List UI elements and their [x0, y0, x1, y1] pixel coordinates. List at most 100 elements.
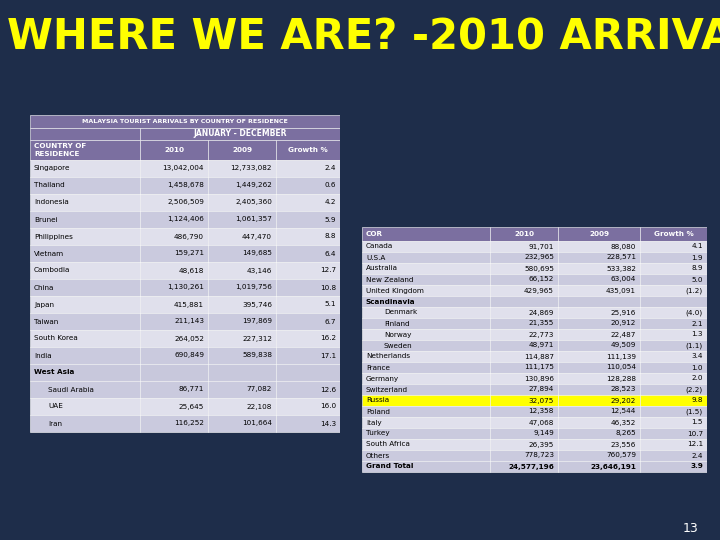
Text: Switzerland: Switzerland — [366, 387, 408, 393]
Text: Denmark: Denmark — [384, 309, 418, 315]
Text: 12,358: 12,358 — [528, 408, 554, 415]
Bar — [640, 439, 707, 450]
Bar — [362, 351, 490, 362]
Text: COR: COR — [366, 231, 383, 237]
Bar — [640, 351, 707, 362]
Text: Saudi Arabia: Saudi Arabia — [48, 387, 94, 393]
Bar — [490, 296, 558, 307]
Text: COUNTRY OF: COUNTRY OF — [34, 143, 86, 149]
Text: 21,355: 21,355 — [528, 321, 554, 327]
Text: 589,838: 589,838 — [242, 353, 272, 359]
Bar — [558, 439, 640, 450]
Text: 29,202: 29,202 — [611, 397, 636, 403]
Bar — [30, 194, 140, 211]
Bar — [362, 384, 490, 395]
Bar — [208, 194, 276, 211]
Text: 114,887: 114,887 — [524, 354, 554, 360]
Bar — [362, 285, 490, 296]
Bar — [140, 381, 208, 398]
Text: Russia: Russia — [366, 397, 389, 403]
Bar — [490, 340, 558, 351]
Text: 46,352: 46,352 — [611, 420, 636, 426]
Bar — [490, 395, 558, 406]
Text: Canada: Canada — [366, 244, 393, 249]
Text: 16.0: 16.0 — [320, 403, 336, 409]
Bar — [362, 406, 490, 417]
Bar — [140, 347, 208, 364]
Text: 24,577,196: 24,577,196 — [508, 463, 554, 469]
Text: 2.4: 2.4 — [325, 165, 336, 172]
Text: 25,645: 25,645 — [179, 403, 204, 409]
Text: 1,019,756: 1,019,756 — [235, 285, 272, 291]
Text: 1,130,261: 1,130,261 — [167, 285, 204, 291]
Text: 3.4: 3.4 — [691, 354, 703, 360]
Bar — [640, 450, 707, 461]
Text: Turkey: Turkey — [366, 430, 390, 436]
Bar — [362, 373, 490, 384]
Text: Finland: Finland — [384, 321, 410, 327]
Text: Philippines: Philippines — [34, 233, 73, 240]
Text: 228,571: 228,571 — [606, 254, 636, 260]
Text: 9.8: 9.8 — [691, 397, 703, 403]
Text: 13,042,004: 13,042,004 — [163, 165, 204, 172]
Text: 2,405,360: 2,405,360 — [235, 199, 272, 206]
Bar — [362, 227, 490, 241]
Text: 14.3: 14.3 — [320, 421, 336, 427]
Text: 12.7: 12.7 — [320, 267, 336, 273]
Bar — [640, 373, 707, 384]
Text: 111,139: 111,139 — [606, 354, 636, 360]
Bar — [558, 373, 640, 384]
Bar — [362, 241, 490, 252]
Text: 9,149: 9,149 — [534, 430, 554, 436]
Bar — [362, 461, 490, 472]
Bar — [640, 340, 707, 351]
Bar — [640, 417, 707, 428]
Text: United Kingdom: United Kingdom — [366, 287, 424, 294]
Text: 1.9: 1.9 — [691, 254, 703, 260]
Text: 8.8: 8.8 — [325, 233, 336, 240]
Bar — [490, 428, 558, 439]
Bar — [640, 307, 707, 318]
Text: France: France — [366, 364, 390, 370]
Text: 8,265: 8,265 — [616, 430, 636, 436]
Text: Vietnam: Vietnam — [34, 251, 64, 256]
Text: 10.7: 10.7 — [687, 430, 703, 436]
Text: 447,470: 447,470 — [242, 233, 272, 240]
Bar — [490, 241, 558, 252]
Text: 227,312: 227,312 — [242, 335, 272, 341]
Text: 0.6: 0.6 — [325, 183, 336, 188]
Text: 232,965: 232,965 — [524, 254, 554, 260]
Bar — [490, 351, 558, 362]
Bar — [30, 415, 140, 432]
Bar — [558, 263, 640, 274]
Bar — [362, 318, 490, 329]
Bar — [640, 428, 707, 439]
Bar — [140, 128, 340, 140]
Bar — [140, 140, 208, 160]
Text: 5.9: 5.9 — [325, 217, 336, 222]
Text: South Korea: South Korea — [34, 335, 78, 341]
Text: 116,252: 116,252 — [174, 421, 204, 427]
Text: 2,506,509: 2,506,509 — [167, 199, 204, 206]
Text: 1,458,678: 1,458,678 — [167, 183, 204, 188]
Text: Growth %: Growth % — [654, 231, 693, 237]
Text: 12.6: 12.6 — [320, 387, 336, 393]
Text: 580,695: 580,695 — [524, 266, 554, 272]
Bar — [276, 177, 340, 194]
Text: 24,869: 24,869 — [528, 309, 554, 315]
Text: 130,896: 130,896 — [524, 375, 554, 381]
Text: 26,395: 26,395 — [528, 442, 554, 448]
Text: Germany: Germany — [366, 375, 399, 381]
Text: 4.1: 4.1 — [691, 244, 703, 249]
Bar — [362, 362, 490, 373]
Text: 22,108: 22,108 — [247, 403, 272, 409]
Bar — [30, 211, 140, 228]
Bar — [558, 428, 640, 439]
Text: 25,916: 25,916 — [611, 309, 636, 315]
Bar — [208, 296, 276, 313]
Text: 12.1: 12.1 — [687, 442, 703, 448]
Bar — [140, 279, 208, 296]
Bar — [640, 318, 707, 329]
Bar — [30, 364, 140, 381]
Bar — [362, 340, 490, 351]
